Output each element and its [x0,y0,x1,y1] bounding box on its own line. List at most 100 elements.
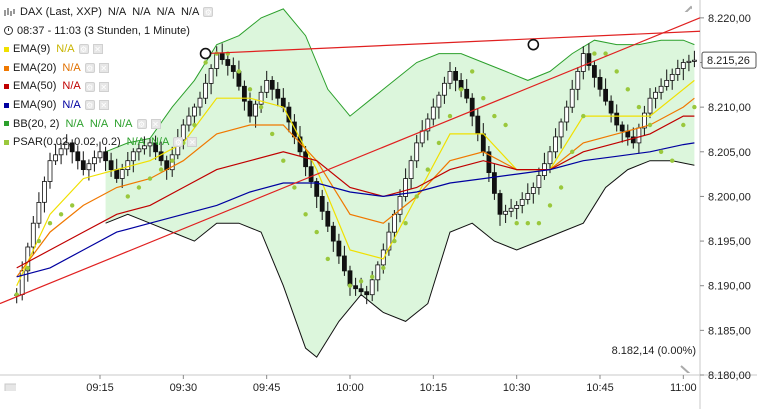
indicator-value: N/A [62,61,81,74]
indicator-value: N/A [56,43,75,56]
candle-body [586,53,592,66]
candle-body [225,59,231,66]
candle-body [30,222,36,248]
candle-body [391,213,397,233]
candle-body [536,175,542,188]
psar-dot [614,69,619,74]
psar-dot [658,149,664,154]
indicator-settings-icon[interactable]: ⚙ [78,44,89,55]
candle-body [42,181,47,203]
candle-body [203,82,209,99]
bollinger-band-fill [105,8,695,358]
psar-dot [436,140,442,146]
indicator-remove-icon[interactable]: ✕ [150,118,161,129]
candle-body [180,124,186,141]
psar-dot [325,256,330,262]
psar-dot [392,238,397,244]
last-price-badge [701,51,757,69]
scroll-up-icon[interactable] [680,4,692,12]
bollinger-lower-line [105,160,695,358]
candle-body [214,53,220,69]
psar-dot [303,212,308,217]
candle-body [47,160,53,182]
candle-body [269,80,275,90]
ema9-line [16,79,695,286]
candle-body [608,100,614,114]
indicator-remove-icon[interactable]: ✕ [92,44,103,55]
scroll-down-icon[interactable] [680,365,692,373]
candle-body [592,65,597,78]
indicator-label: EMA(20) [13,61,57,74]
indicator-settings-icon[interactable]: ⚙ [136,118,147,129]
legend-time-row: 08:37 - 11:03 (3 Stunden, 1 Minute) [4,22,213,41]
candle-body [658,85,664,93]
candle-body [130,151,136,162]
reset-zoom-icon[interactable] [4,383,16,391]
candle-body [680,62,686,69]
indicator-value: N/A [62,98,81,111]
psar-dot [314,229,319,235]
indicator-settings-icon[interactable]: ⚙ [84,81,95,92]
candle-body [125,160,131,170]
psar-dot [258,104,264,110]
x-tick-label: 11:00 [670,382,697,394]
psar-dot [347,283,353,288]
candle-body [308,166,314,182]
indicator-remove-icon[interactable]: ✕ [187,137,198,148]
chart-type-icon[interactable] [4,7,16,17]
indicator-settings-icon[interactable]: ⚙ [84,63,95,74]
settings-gear-icon[interactable]: ⚙ [203,7,214,18]
candle-body [247,100,253,117]
indicator-label: PSAR(0.02, 0.02, 0.2) [13,136,121,149]
candle-body [475,115,481,135]
candle-body [403,178,409,197]
candle-body [564,106,570,123]
indicator-label: EMA(90) [13,98,57,111]
legend: DAX (Last, XXP) N/A N/A N/A N/A ⚙ 08:37 … [4,3,214,152]
candle-body [647,97,653,114]
candle-body [503,210,509,215]
candle-body [197,97,203,108]
legend-indicator-row: EMA(50) N/A ⚙ ✕ [4,77,213,96]
indicator-settings-icon[interactable]: ⚙ [173,137,184,148]
x-tick-label: 09:30 [170,382,198,394]
indicator-remove-icon[interactable]: ✕ [98,63,109,74]
indicator-label: EMA(9) [13,43,51,56]
header-value: N/A [132,6,151,18]
candle-body [108,160,114,170]
ema90-line [16,142,695,278]
candle-body [158,151,164,162]
indicator-swatch [4,84,9,90]
psar-dot [170,158,175,163]
psar-dot [25,265,30,271]
instrument-label: DAX (Last, XXP) [20,6,102,18]
candle-body [686,60,692,63]
y-tick-label: 8.220,00 [708,13,751,25]
candle-body [364,291,370,296]
candle-body [341,255,347,272]
indicator-remove-icon[interactable]: ✕ [98,100,109,111]
candle-body [86,163,92,171]
candle-body [219,53,225,60]
candle-body [575,71,581,90]
baseline-label: 8.182,14 (0.00%) [612,345,696,357]
candle-body [330,225,336,242]
candle-body [114,169,120,179]
indicator-remove-icon[interactable]: ✕ [98,81,109,92]
candle-body [636,127,642,144]
candle-body [208,68,214,84]
candle-body [692,59,697,62]
ema50-line [16,115,695,269]
psar-dot [447,113,453,119]
psar-dot [414,194,419,199]
psar-dot [136,185,142,190]
psar-dot [603,51,608,56]
candle-body [664,80,670,87]
candle-body [558,121,564,138]
y-tick-label: 8.185,00 [708,325,751,337]
indicator-settings-icon[interactable]: ⚙ [84,100,95,111]
psar-dot [692,104,697,110]
ema20-line [16,97,695,278]
candle-body [141,145,147,150]
